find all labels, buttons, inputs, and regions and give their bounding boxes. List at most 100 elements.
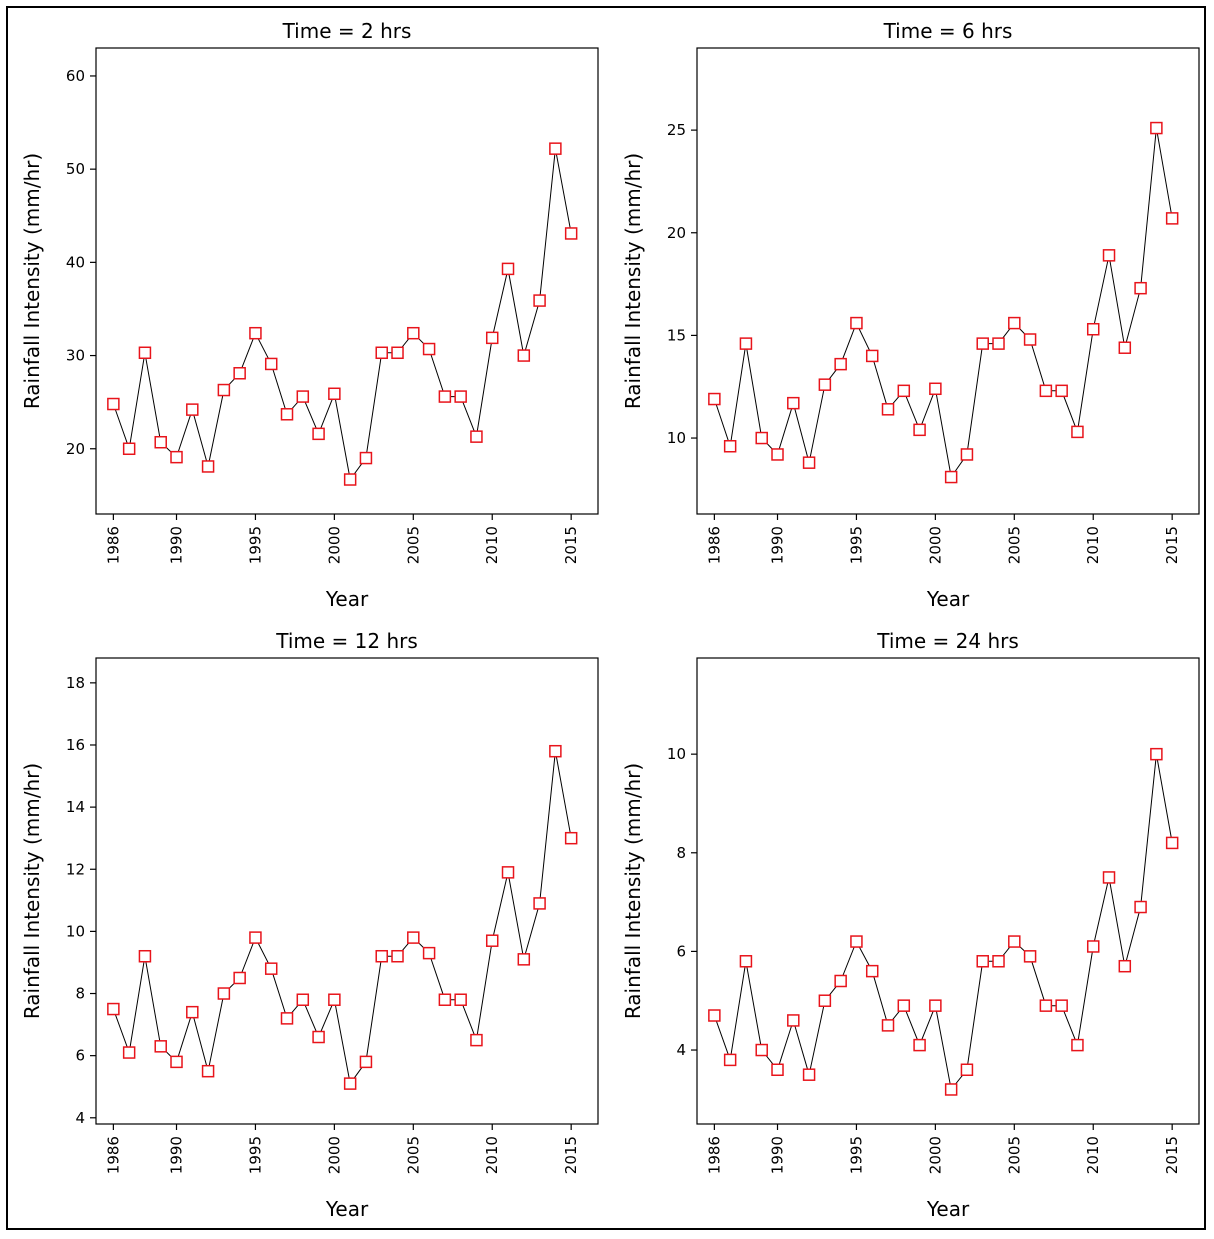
data-point <box>1118 959 1132 973</box>
x-tick-label: 1986 <box>705 1136 723 1174</box>
y-tick-label: 10 <box>667 745 686 763</box>
y-tick-label: 20 <box>66 440 85 458</box>
data-point <box>897 999 911 1012</box>
data-point <box>391 346 404 360</box>
data-point <box>1071 1038 1084 1052</box>
y-tick-label: 14 <box>66 798 85 816</box>
data-point <box>107 397 120 411</box>
data-point <box>154 435 167 449</box>
data-point <box>1118 341 1132 354</box>
data-point <box>834 357 847 371</box>
y-axis-label: Rainfall Intensity (mm/hr) <box>20 153 44 409</box>
chart-panel-4: Time = 24 hrs 4 6 8 10 1986 1990 1995 2000 2005 20… <box>621 629 1200 1221</box>
y-axis-label: Rainfall Intensity (mm/hr) <box>20 763 44 1019</box>
x-tick-label: 2005 <box>1005 526 1023 564</box>
data-point <box>960 1063 974 1077</box>
data-point <box>264 962 278 975</box>
data-point <box>454 993 467 1006</box>
data-point <box>328 993 341 1006</box>
x-axis-label: Year <box>926 1197 970 1221</box>
data-point <box>708 392 721 406</box>
data-point <box>1150 747 1163 761</box>
y-tick-label: 60 <box>66 67 85 85</box>
data-point <box>122 1046 136 1059</box>
x-tick-label: 1995 <box>847 1136 865 1174</box>
data-point <box>217 383 231 397</box>
data-point <box>438 993 452 1006</box>
data-point <box>249 326 262 340</box>
y-tick-label: 50 <box>66 160 85 178</box>
x-axis-label: Year <box>926 587 970 611</box>
data-point <box>944 470 958 484</box>
figure-border <box>6 6 1206 1230</box>
data-point <box>249 931 262 944</box>
y-tick-label: 20 <box>667 224 686 242</box>
data-point <box>913 1038 926 1052</box>
plot-frame <box>95 657 599 1125</box>
data-point <box>359 451 373 465</box>
data-point <box>850 316 863 330</box>
data-point <box>1039 999 1053 1012</box>
data-point <box>1102 871 1116 884</box>
y-tick-label: 4 <box>75 1109 85 1127</box>
data-point <box>312 1030 325 1044</box>
data-point <box>343 473 357 486</box>
data-point <box>1134 900 1147 914</box>
data-point <box>549 142 562 155</box>
data-point <box>708 1009 721 1022</box>
data-point <box>1150 121 1163 135</box>
x-tick-label: 2015 <box>562 1136 580 1174</box>
x-tick-label: 1990 <box>168 1136 186 1174</box>
data-point <box>992 337 1005 350</box>
data-point <box>1086 322 1100 336</box>
data-point <box>296 390 310 403</box>
x-axis-label: Year <box>325 587 369 611</box>
y-tick-label: 8 <box>75 985 85 1003</box>
data-point <box>186 403 199 416</box>
x-tick-label: 1990 <box>769 526 787 564</box>
data-point <box>865 349 879 363</box>
x-tick-label: 2005 <box>1005 1136 1023 1174</box>
series-line <box>713 128 1173 479</box>
x-tick-label: 1990 <box>769 1136 787 1174</box>
data-point <box>485 934 499 947</box>
data-point <box>992 955 1005 968</box>
y-tick-label: 16 <box>66 736 85 754</box>
data-point <box>1055 384 1068 398</box>
x-tick-label: 2000 <box>926 1136 944 1174</box>
data-point <box>564 831 578 845</box>
series-line <box>713 754 1173 1091</box>
y-tick-label: 40 <box>66 253 85 271</box>
data-point <box>787 396 800 410</box>
data-point <box>1165 212 1179 225</box>
y-tick-label: 18 <box>66 674 85 692</box>
y-tick-label: 4 <box>676 1041 686 1059</box>
x-tick-label: 2000 <box>325 1136 343 1174</box>
x-tick-label: 1986 <box>104 526 122 564</box>
data-point <box>328 387 341 401</box>
data-point <box>122 442 136 456</box>
data-point <box>1023 333 1037 346</box>
x-tick-label: 2010 <box>1084 526 1102 564</box>
data-point <box>929 999 942 1012</box>
plot-frame <box>95 47 599 515</box>
y-tick-label: 12 <box>66 860 85 878</box>
series-line <box>112 751 572 1085</box>
data-point <box>802 456 816 469</box>
data-point <box>375 346 388 360</box>
data-point <box>881 403 895 416</box>
data-point <box>771 448 784 461</box>
data-point <box>201 460 215 473</box>
data-point <box>138 949 152 963</box>
data-point <box>264 357 278 371</box>
chart-title: Time = 2 hrs <box>282 19 412 43</box>
data-point <box>533 294 546 307</box>
y-tick-label: 25 <box>667 121 686 139</box>
plot-frame <box>696 47 1200 515</box>
x-tick-label: 2010 <box>1084 1136 1102 1174</box>
data-point <box>564 227 578 240</box>
data-point <box>913 423 926 437</box>
data-point <box>1039 384 1053 398</box>
data-point <box>929 382 942 396</box>
